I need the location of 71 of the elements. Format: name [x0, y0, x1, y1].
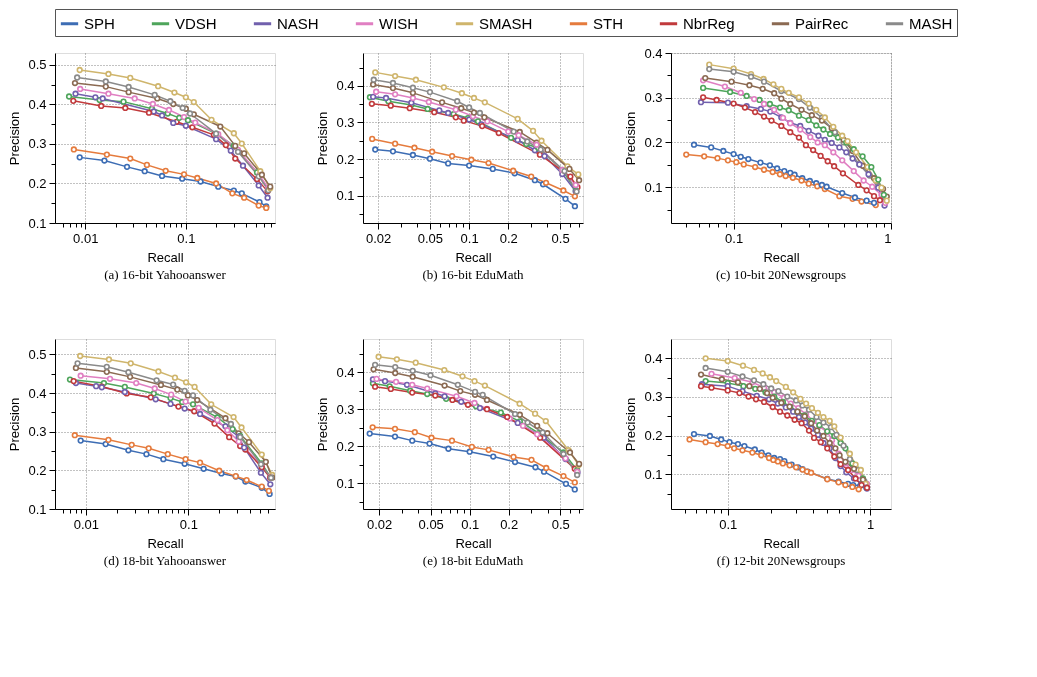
y-tick-label: 0.2 — [644, 428, 663, 444]
x-axis-title: Recall — [455, 535, 492, 551]
x-tick-label: 0.02 — [367, 516, 393, 532]
x-tick-label: 0.1 — [461, 516, 480, 532]
y-tick-label: 0.2 — [28, 462, 47, 478]
y-tick-label: 0.5 — [28, 57, 47, 73]
x-tick-label: 0.05 — [418, 516, 444, 532]
y-tick-label: 0.3 — [336, 114, 355, 130]
legend-label: WISH — [379, 14, 419, 32]
y-axis-title: Precision — [7, 111, 23, 166]
y-tick-label: 0.3 — [644, 389, 663, 405]
text: (a) 16-bit Yahooanswer — [104, 267, 227, 282]
y-tick-label: 0.3 — [28, 136, 47, 152]
x-tick-label: 0.1 — [725, 230, 744, 246]
x-tick-label: 0.1 — [719, 516, 738, 532]
x-tick-label: 0.5 — [551, 516, 570, 532]
y-tick-label: 0.4 — [28, 96, 47, 112]
x-tick-label: 0.2 — [499, 230, 518, 246]
text: (f) 12-bit 20Newsgroups — [716, 553, 846, 568]
x-axis-title: Recall — [147, 249, 184, 265]
y-axis-title: Precision — [315, 397, 331, 452]
legend-label: MASH — [909, 14, 953, 32]
x-axis-title: Recall — [763, 249, 800, 265]
legend-label: NbrReg — [683, 14, 735, 32]
x-tick-label: 0.02 — [365, 230, 392, 246]
y-tick-label: 0.4 — [336, 364, 355, 380]
x-axis-title: Recall — [763, 535, 800, 551]
y-tick-label: 0.1 — [28, 215, 47, 231]
y-tick-label: 0.4 — [28, 385, 47, 401]
y-axis-title: Precision — [7, 397, 23, 452]
x-tick-label: 0.1 — [177, 230, 196, 246]
legend-label: VDSH — [175, 14, 217, 32]
y-axis-title: Precision — [623, 111, 639, 166]
y-tick-label: 0.2 — [28, 175, 47, 191]
x-tick-label: 1 — [867, 516, 875, 532]
x-axis-title: Recall — [147, 535, 184, 551]
y-tick-label: 0.1 — [644, 466, 663, 482]
y-tick-label: 0.1 — [28, 501, 47, 517]
legend-label: SMASH — [479, 14, 533, 32]
y-tick-label: 0.2 — [336, 438, 355, 454]
y-tick-label: 0.2 — [644, 134, 663, 150]
y-tick-label: 0.1 — [336, 188, 355, 204]
x-tick-label: 0.2 — [500, 516, 519, 532]
y-tick-label: 0.3 — [336, 401, 355, 417]
x-tick-label: 0.1 — [460, 230, 479, 246]
y-tick-label: 0.1 — [336, 475, 355, 491]
legend-label: SPH — [84, 14, 115, 32]
text: (d) 18-bit Yahooanswer — [103, 553, 227, 568]
y-axis-title: Precision — [315, 111, 331, 166]
y-tick-label: 0.4 — [644, 350, 663, 366]
y-tick-label: 0.2 — [336, 151, 355, 167]
y-tick-label: 0.3 — [644, 90, 663, 106]
y-tick-label: 0.5 — [28, 346, 47, 362]
y-tick-label: 0.4 — [336, 78, 355, 94]
x-tick-label: 0.01 — [73, 230, 99, 246]
y-axis-title: Precision — [623, 397, 639, 452]
x-tick-label: 1 — [884, 230, 892, 246]
text: (b) 16-bit EduMath — [422, 267, 525, 282]
x-tick-label: 0.05 — [417, 230, 444, 246]
y-tick-label: 0.3 — [28, 424, 47, 440]
x-axis-title: Recall — [455, 249, 492, 265]
x-tick-label: 0.01 — [73, 516, 100, 532]
x-tick-label: 0.5 — [551, 230, 570, 246]
text: (e) 18-bit EduMath — [422, 553, 524, 568]
y-tick-label: 0.1 — [644, 179, 663, 195]
text: (c) 10-bit 20Newsgroups — [716, 267, 846, 282]
legend-label: PairRec — [795, 14, 849, 32]
x-tick-label: 0.1 — [179, 516, 198, 532]
y-tick-label: 0.4 — [644, 45, 663, 61]
legend-label: STH — [593, 14, 623, 32]
legend-label: NASH — [277, 14, 319, 32]
